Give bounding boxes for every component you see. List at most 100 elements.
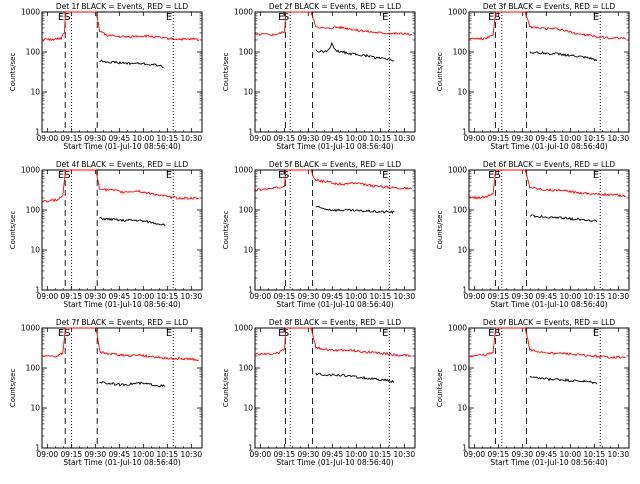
x-tick-label: 10:00 xyxy=(133,134,155,143)
chart-panel-6: Det 6f BLACK = Events, RED = LLD 1 10 100 10… xyxy=(436,160,630,309)
y-tick-label: 1000 xyxy=(234,166,253,175)
y-tick-label: 100 xyxy=(239,48,254,57)
series-line-lld xyxy=(41,169,199,204)
chart-title: Det 9f BLACK = Events, RED = LLD xyxy=(483,318,616,327)
marker-label: E xyxy=(166,328,172,339)
marker-label: E xyxy=(593,328,599,339)
chart-title: Det 3f BLACK = Events, RED = LLD xyxy=(483,2,616,11)
marker-label: E xyxy=(382,170,388,181)
plot-frame xyxy=(468,11,630,133)
marker-label: S xyxy=(494,328,500,339)
x-tick-label: 09:30 xyxy=(512,450,534,459)
x-tick-label: 10:00 xyxy=(133,292,155,301)
x-tick-label: 10:30 xyxy=(608,450,630,459)
marker-label: S xyxy=(283,12,289,23)
y-tick-label: 100 xyxy=(26,48,41,57)
x-tick-label: 09:45 xyxy=(322,134,344,143)
chart-panel-1: Det 1f BLACK = Events, RED = LLD 1 10 100 10… xyxy=(9,2,203,151)
marker-label: E xyxy=(58,12,64,23)
x-tick-label: 09:00 xyxy=(464,450,486,459)
y-axis-label: Counts/sec xyxy=(9,53,17,92)
x-tick-label: 09:30 xyxy=(85,450,107,459)
series-line-lld xyxy=(254,11,413,37)
y-axis-label: Counts/sec xyxy=(9,211,17,250)
series-line-events xyxy=(99,59,164,69)
y-tick-label: 100 xyxy=(453,48,468,57)
y-tick-label: 100 xyxy=(453,206,468,215)
chart-panel-8: Det 8f BLACK = Events, RED = LLD 1 10 100 10… xyxy=(222,318,416,467)
x-tick-label: 10:15 xyxy=(370,134,392,143)
x-tick-label: 09:45 xyxy=(109,134,131,143)
x-tick-label: 09:00 xyxy=(37,134,59,143)
marker-label: E xyxy=(278,12,284,23)
y-tick-label: 100 xyxy=(453,364,468,373)
y-tick-label: 10 xyxy=(457,404,467,413)
marker-label: S xyxy=(283,170,289,181)
y-tick-label: 1 xyxy=(248,286,253,295)
plot-frame xyxy=(468,169,630,291)
series-line-lld xyxy=(468,327,627,360)
x-tick-label: 09:45 xyxy=(536,292,558,301)
x-tick-label: 10:15 xyxy=(370,450,392,459)
series-line-events xyxy=(529,376,598,385)
y-tick-label: 1000 xyxy=(448,8,467,17)
y-tick-label: 10 xyxy=(457,246,467,255)
marker-label: E xyxy=(278,328,284,339)
y-axis-label: Counts/sec xyxy=(436,211,444,250)
x-tick-label: 09:15 xyxy=(61,134,83,143)
x-tick-label: 10:00 xyxy=(346,450,368,459)
x-tick-label: 10:00 xyxy=(560,134,582,143)
series-line-lld xyxy=(41,327,200,362)
x-axis-label: Start Time (01-Jul-10 08:56:40) xyxy=(276,300,393,309)
y-tick-label: 100 xyxy=(239,364,254,373)
y-tick-label: 100 xyxy=(26,364,41,373)
x-tick-label: 10:30 xyxy=(181,450,203,459)
chart-title: Det 5f BLACK = Events, RED = LLD xyxy=(269,160,402,169)
marker-label: S xyxy=(64,328,70,339)
y-axis-label: Counts/sec xyxy=(9,369,17,408)
x-tick-label: 10:30 xyxy=(394,450,416,459)
x-tick-label: 10:15 xyxy=(584,450,606,459)
x-tick-label: 09:45 xyxy=(322,450,344,459)
y-tick-label: 10 xyxy=(243,88,253,97)
x-tick-label: 09:00 xyxy=(464,134,486,143)
chart-panel-2: Det 2f BLACK = Events, RED = LLD 1 10 100 10… xyxy=(222,2,416,151)
plot-frame xyxy=(41,169,203,291)
x-tick-label: 10:30 xyxy=(608,292,630,301)
x-axis-label: Start Time (01-Jul-10 08:56:40) xyxy=(63,142,180,151)
x-tick-label: 09:15 xyxy=(488,292,510,301)
chart-panel-5: Det 5f BLACK = Events, RED = LLD 1 10 100 10… xyxy=(222,160,416,309)
x-tick-label: 09:45 xyxy=(536,450,558,459)
marker-label: E xyxy=(166,12,172,23)
x-tick-label: 09:45 xyxy=(536,134,558,143)
x-tick-label: 10:15 xyxy=(157,134,179,143)
marker-label: E xyxy=(593,12,599,23)
x-axis-label: Start Time (01-Jul-10 08:56:40) xyxy=(63,458,180,467)
y-axis-label: Counts/sec xyxy=(436,369,444,408)
x-tick-label: 10:00 xyxy=(346,134,368,143)
plot-frame xyxy=(254,169,416,291)
x-axis-label: Start Time (01-Jul-10 08:56:40) xyxy=(63,300,180,309)
x-tick-label: 10:30 xyxy=(608,134,630,143)
x-tick-label: 10:00 xyxy=(560,292,582,301)
x-tick-label: 10:30 xyxy=(181,292,203,301)
chart-panel-3: Det 3f BLACK = Events, RED = LLD 1 10 100 10… xyxy=(436,2,630,151)
plot-frame xyxy=(41,327,203,449)
y-tick-label: 10 xyxy=(30,404,40,413)
marker-label: E xyxy=(488,12,494,23)
y-tick-label: 100 xyxy=(239,206,254,215)
y-axis-label: Counts/sec xyxy=(222,211,230,250)
chart-panel-4: Det 4f BLACK = Events, RED = LLD 1 10 100 10… xyxy=(9,160,203,309)
y-axis-label: Counts/sec xyxy=(222,53,230,92)
y-tick-label: 1000 xyxy=(21,166,40,175)
x-tick-label: 09:15 xyxy=(488,134,510,143)
y-tick-label: 1000 xyxy=(234,8,253,17)
x-axis-label: Start Time (01-Jul-10 08:56:40) xyxy=(490,142,607,151)
x-tick-label: 09:15 xyxy=(61,450,83,459)
x-tick-label: 09:45 xyxy=(109,292,131,301)
x-tick-label: 09:30 xyxy=(512,292,534,301)
marker-label: E xyxy=(382,328,388,339)
series-line-events xyxy=(315,372,395,383)
x-tick-label: 09:30 xyxy=(85,134,107,143)
marker-label: S xyxy=(494,12,500,23)
